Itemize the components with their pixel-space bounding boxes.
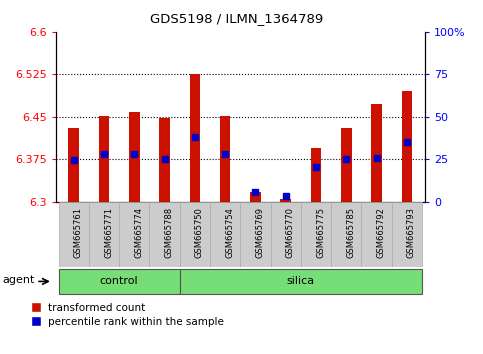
Bar [210,32,241,202]
Text: GSM665761: GSM665761 [74,207,83,258]
Text: agent: agent [3,275,35,285]
Bar [189,74,200,202]
Bar [99,116,109,202]
Bar [241,32,270,202]
Text: GSM665793: GSM665793 [407,207,416,258]
Bar [58,32,89,202]
Bar [180,269,422,294]
Bar [241,202,270,267]
Bar [361,32,392,202]
Bar [180,202,210,267]
Bar [119,32,149,202]
Bar [58,269,180,294]
Text: GSM665771: GSM665771 [104,207,113,258]
Bar [341,128,352,202]
Text: GSM665785: GSM665785 [346,207,355,258]
Bar [149,32,180,202]
Bar [401,91,412,202]
Text: GSM665754: GSM665754 [225,207,234,258]
Text: silica: silica [287,276,315,286]
Bar [311,148,321,202]
Text: GSM665792: GSM665792 [377,207,385,258]
Bar [301,32,331,202]
Text: GSM665770: GSM665770 [286,207,295,258]
Bar [270,202,301,267]
Bar [180,32,210,202]
Bar [159,118,170,202]
Bar [331,32,361,202]
Bar [301,202,331,267]
Bar [129,112,140,202]
Legend: transformed count, percentile rank within the sample: transformed count, percentile rank withi… [29,301,226,329]
Bar [250,192,261,202]
Bar [69,128,79,202]
Bar [371,104,382,202]
Bar [89,202,119,267]
Text: GSM665788: GSM665788 [165,207,173,258]
Bar [331,202,361,267]
Bar [392,202,422,267]
Text: GSM665775: GSM665775 [316,207,325,258]
Text: GSM665774: GSM665774 [134,207,143,258]
Bar [210,202,241,267]
Bar [58,202,89,267]
Bar [270,32,301,202]
Bar [392,32,422,202]
Bar [119,202,149,267]
Bar [220,116,230,202]
Bar [361,202,392,267]
Bar [281,199,291,202]
Text: GSM665769: GSM665769 [256,207,264,258]
Bar [149,202,180,267]
Text: GSM665750: GSM665750 [195,207,204,258]
Bar [89,32,119,202]
Text: control: control [100,276,139,286]
Text: GDS5198 / ILMN_1364789: GDS5198 / ILMN_1364789 [150,12,323,25]
